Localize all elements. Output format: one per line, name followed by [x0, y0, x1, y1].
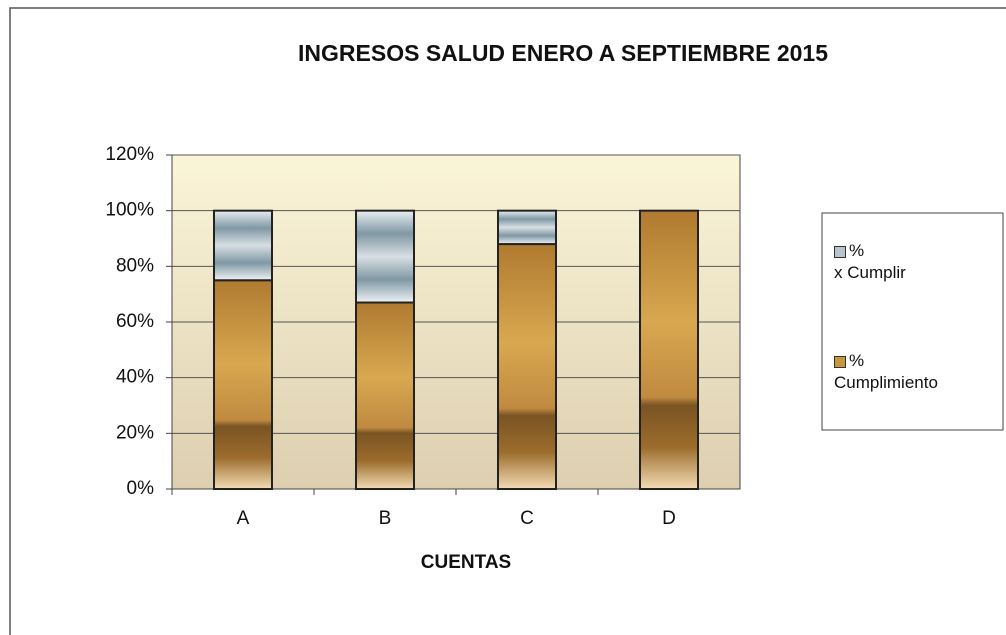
bar-segment: [213, 209, 273, 282]
y-tick-label: 60%: [116, 311, 154, 332]
legend-label: % x Cumplir: [834, 241, 906, 282]
y-tick-label: 0%: [127, 478, 155, 499]
y-tick-label: 40%: [116, 367, 154, 388]
legend-entry: % Cumplimiento: [834, 350, 938, 394]
x-tick-label: C: [520, 508, 534, 529]
x-tick-label: B: [379, 508, 392, 529]
x-tick-label: D: [662, 508, 676, 529]
y-tick-label: 100%: [105, 200, 154, 221]
bar-segment: [497, 243, 557, 490]
legend-label: % Cumplimiento: [834, 351, 938, 392]
chart-title: INGRESOS SALUD ENERO A SEPTIEMBRE 2015: [298, 40, 828, 66]
frame: [9, 7, 1006, 635]
legend-swatch: [834, 245, 846, 258]
bar-segment: [639, 209, 699, 491]
bar-segment: [355, 301, 415, 490]
legend-entry: % x Cumplir: [834, 240, 906, 284]
bar-segment: [355, 209, 415, 304]
y-tick-label: 20%: [116, 422, 154, 443]
x-tick-label: A: [237, 508, 250, 529]
y-tick-label: 80%: [116, 255, 154, 276]
y-tick-label: 120%: [105, 144, 154, 165]
legend-box: [821, 212, 1004, 431]
legend-swatch: [834, 355, 846, 368]
x-axis-title: CUENTAS: [421, 552, 511, 573]
bar-segment: [497, 209, 557, 246]
bar-segment: [213, 279, 273, 490]
